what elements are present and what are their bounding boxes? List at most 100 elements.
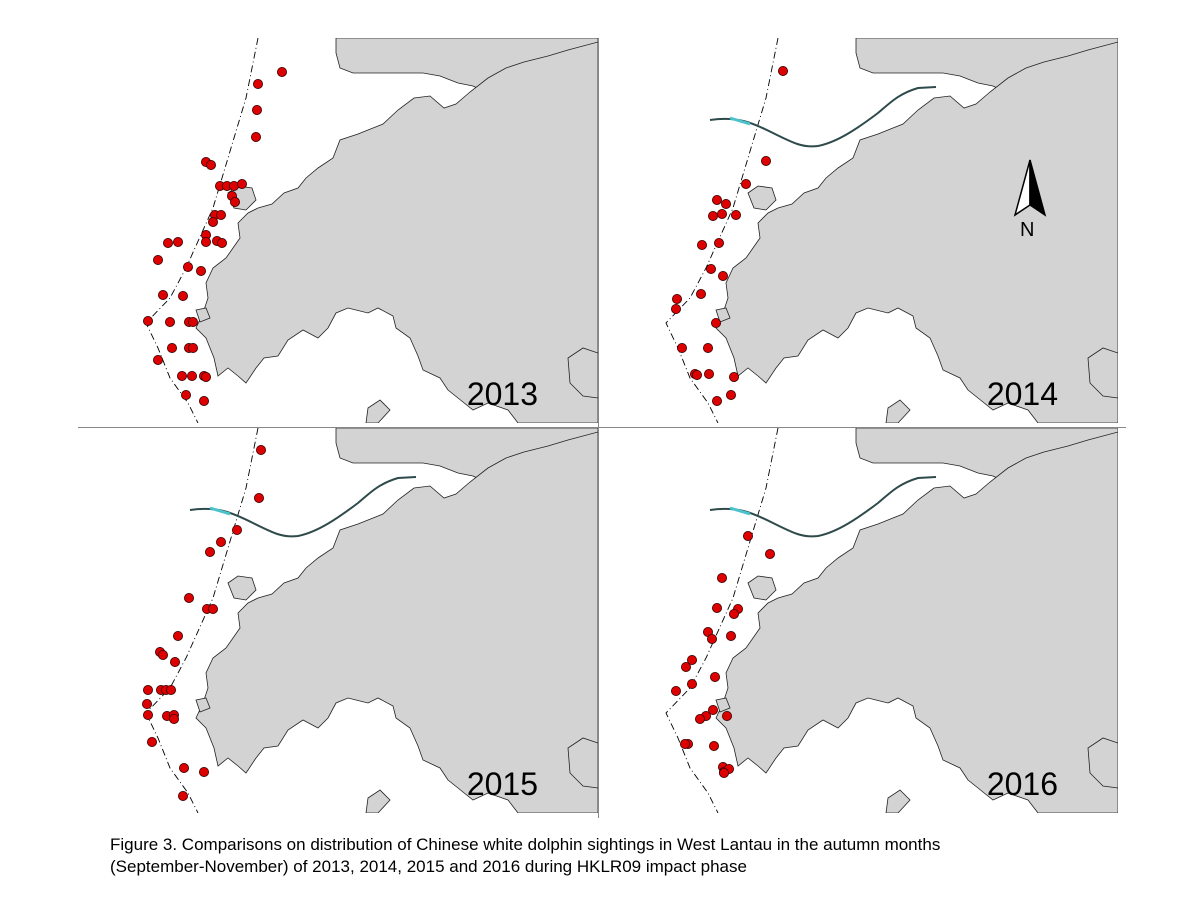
dolphin-sighting <box>712 395 723 406</box>
dolphin-sighting <box>710 671 721 682</box>
map-panel-2016: 2016 <box>598 428 1118 813</box>
dolphin-sighting <box>143 709 154 720</box>
landmass-lantau <box>715 41 1118 423</box>
map-canvas <box>143 38 598 423</box>
dolphin-sighting <box>730 209 741 220</box>
islet <box>715 697 731 713</box>
map-panel-2014: 2014 <box>598 38 1118 423</box>
dolphin-sighting <box>201 236 212 247</box>
dolphin-sighting <box>236 178 247 189</box>
dolphin-sighting <box>709 740 720 751</box>
dolphin-sighting <box>680 738 691 749</box>
dolphin-sighting <box>188 342 199 353</box>
dolphin-sighting <box>178 790 189 801</box>
dolphin-sighting <box>671 303 682 314</box>
dolphin-sighting <box>718 270 729 281</box>
dolphin-sighting <box>215 209 226 220</box>
panel-divider-horizontal <box>78 427 1126 428</box>
dolphin-sighting <box>695 713 706 724</box>
dolphin-sighting <box>153 354 164 365</box>
landmass-lantau <box>195 41 598 423</box>
islet <box>365 399 391 423</box>
dolphin-sighting <box>764 549 775 560</box>
islet <box>885 399 911 423</box>
dolphin-sighting <box>173 236 184 247</box>
dolphin-sighting <box>721 198 732 209</box>
dolphin-sighting <box>725 389 736 400</box>
dolphin-sighting <box>231 525 242 536</box>
dolphin-sighting <box>672 293 683 304</box>
year-label: 2013 <box>466 376 538 412</box>
dolphin-sighting <box>183 261 194 272</box>
islet <box>195 307 211 323</box>
bridge-segment <box>729 116 751 126</box>
dolphin-sighting <box>179 762 190 773</box>
islet <box>365 789 391 813</box>
dolphin-sighting <box>255 444 266 455</box>
map-canvas <box>665 428 1118 813</box>
bridge-alignment <box>189 476 417 538</box>
map-panel-2013: 2013 <box>78 38 598 423</box>
dolphin-sighting <box>143 684 154 695</box>
islet <box>1087 737 1118 789</box>
dolphin-sighting <box>199 766 210 777</box>
dolphin-sighting <box>742 531 753 542</box>
dolphin-sighting <box>692 369 703 380</box>
north-arrow-icon <box>1013 159 1047 217</box>
boundary-line <box>145 38 259 423</box>
dolphin-sighting <box>166 684 177 695</box>
landmass-lantau <box>195 431 598 813</box>
figure-caption: Figure 3. Comparisons on distribution of… <box>110 834 1110 878</box>
dolphin-sighting <box>712 602 723 613</box>
dolphin-sighting <box>187 370 198 381</box>
dolphin-sighting <box>687 678 698 689</box>
bridge-alignment <box>709 86 937 148</box>
dolphin-sighting <box>169 713 180 724</box>
dolphin-sighting <box>714 237 725 248</box>
dolphin-sighting <box>178 290 189 301</box>
dolphin-sighting <box>708 704 719 715</box>
dolphin-sighting <box>740 178 751 189</box>
boundary-line <box>665 428 779 813</box>
islet <box>747 185 777 211</box>
caption-line-1: Figure 3. Comparisons on distribution of… <box>110 835 941 854</box>
dolphin-sighting <box>696 288 707 299</box>
dolphin-sighting <box>165 316 176 327</box>
year-label: 2014 <box>986 376 1058 412</box>
islet <box>567 737 598 789</box>
map-panel-2015: 2015 <box>78 428 598 813</box>
panel-divider-vertical <box>598 38 599 818</box>
dolphin-sighting <box>719 767 730 778</box>
dolphin-sighting <box>205 160 216 171</box>
dolphin-sighting <box>177 370 188 381</box>
year-label: 2015 <box>466 766 538 802</box>
dolphin-sighting <box>708 210 719 221</box>
dolphin-sighting <box>697 239 708 250</box>
dolphin-sighting <box>173 630 184 641</box>
dolphin-sighting <box>199 395 210 406</box>
dolphin-sighting <box>167 342 178 353</box>
dolphin-sighting <box>252 79 263 90</box>
dolphin-sighting <box>181 389 192 400</box>
dolphin-sighting <box>760 156 771 167</box>
dolphin-sighting <box>216 237 227 248</box>
dolphin-sighting <box>142 698 153 709</box>
dolphin-sighting <box>276 66 287 77</box>
bridge-segment <box>729 506 751 516</box>
dolphin-sighting <box>201 371 212 382</box>
dolphin-sighting <box>703 342 714 353</box>
dolphin-sighting <box>147 736 158 747</box>
dolphin-sighting <box>143 315 154 326</box>
dolphin-sighting <box>250 132 261 143</box>
islet <box>195 697 211 713</box>
year-label: 2016 <box>986 766 1058 802</box>
dolphin-sighting <box>717 208 728 219</box>
boundary-line <box>665 38 779 423</box>
dolphin-sighting <box>725 630 736 641</box>
dolphin-sighting <box>207 603 218 614</box>
dolphin-sighting <box>722 710 733 721</box>
dolphin-sighting <box>215 537 226 548</box>
dolphin-sighting <box>170 656 181 667</box>
islet <box>747 575 777 601</box>
islet <box>1087 347 1118 399</box>
